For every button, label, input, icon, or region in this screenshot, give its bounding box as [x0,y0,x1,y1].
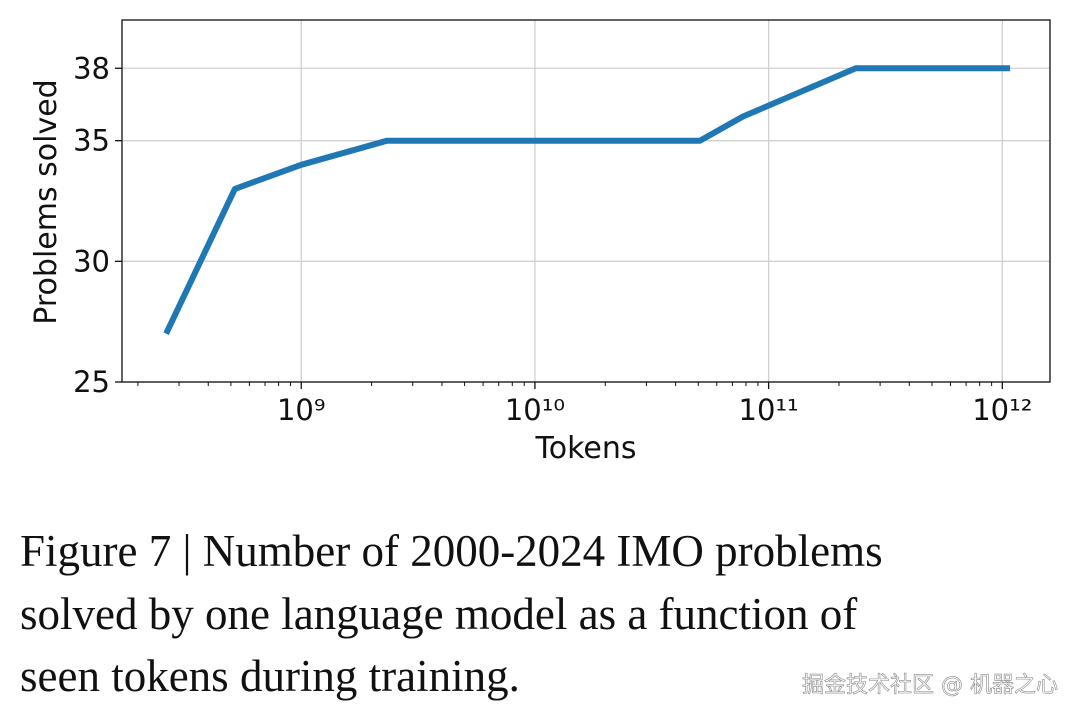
y-tick-label: 25 [73,365,110,399]
y-tick-label: 35 [73,124,110,158]
caption-line: seen tokens during training. [20,651,520,701]
x-tick-label: 10¹² [972,393,1032,427]
caption-line: Figure 7 | Number of 2000-2024 IMO probl… [20,526,883,576]
y-axis-label: Problems solved [29,79,64,324]
x-axis-label: Tokens [535,431,637,466]
caption-line: solved by one language model as a functi… [20,589,857,639]
plot-frame [121,19,1051,383]
x-tick-label: 10¹¹ [739,393,799,427]
watermark: 掘金技术社区 @ 机器之心 [802,673,1058,698]
y-tick-label: 38 [73,51,110,85]
y-tick-label: 30 [73,244,110,278]
x-tick-label: 10⁹ [277,393,326,427]
x-tick-label: 10¹⁰ [505,393,565,427]
data-line [163,65,1011,335]
